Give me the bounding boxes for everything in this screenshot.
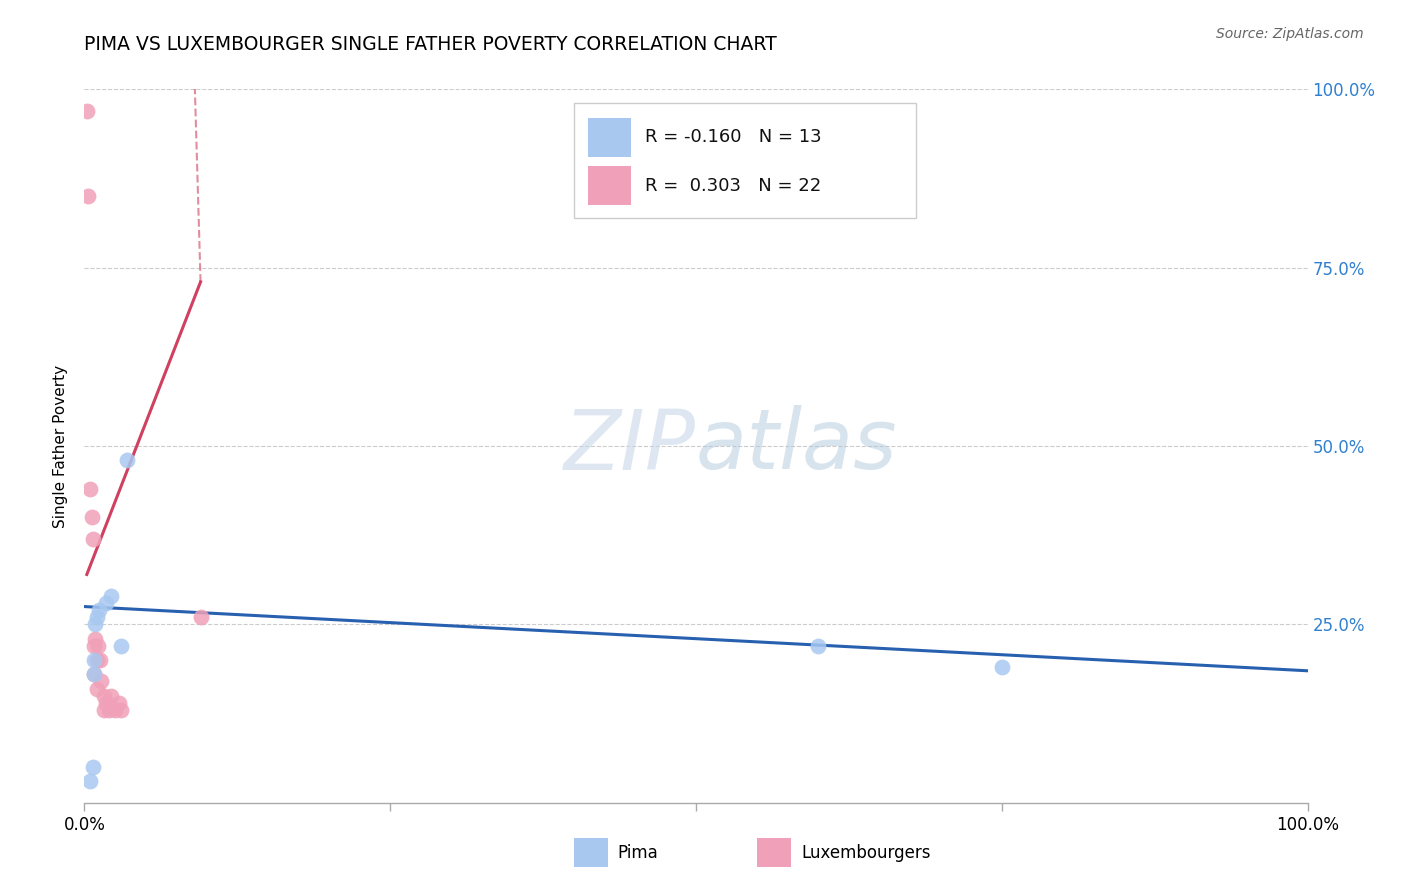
- Text: Source: ZipAtlas.com: Source: ZipAtlas.com: [1216, 27, 1364, 41]
- Point: [83, 639, 105, 653]
- Bar: [588, 166, 631, 205]
- Point: [110, 639, 132, 653]
- Point: [79, 774, 101, 789]
- Point: [76, 103, 98, 118]
- FancyBboxPatch shape: [574, 103, 917, 218]
- Point: [83, 653, 105, 667]
- Point: [84, 632, 107, 646]
- Bar: [574, 838, 607, 867]
- Point: [89, 653, 111, 667]
- Y-axis label: Single Father Poverty: Single Father Poverty: [53, 365, 69, 527]
- Point: [86, 610, 108, 624]
- Point: [96, 696, 118, 710]
- Text: atlas: atlas: [696, 406, 897, 486]
- Point: [97, 703, 120, 717]
- Point: [807, 639, 830, 653]
- Text: R =  0.303   N = 22: R = 0.303 N = 22: [644, 177, 821, 194]
- Point: [87, 603, 110, 617]
- Point: [82, 532, 104, 546]
- Point: [93, 689, 115, 703]
- Text: ZIP: ZIP: [564, 406, 696, 486]
- Point: [83, 667, 105, 681]
- Point: [104, 703, 127, 717]
- Point: [93, 703, 115, 717]
- Bar: [588, 118, 631, 157]
- Text: PIMA VS LUXEMBOURGER SINGLE FATHER POVERTY CORRELATION CHART: PIMA VS LUXEMBOURGER SINGLE FATHER POVER…: [84, 35, 778, 54]
- Point: [86, 653, 108, 667]
- Point: [84, 617, 107, 632]
- Point: [80, 510, 103, 524]
- Point: [115, 453, 138, 467]
- Point: [991, 660, 1014, 674]
- Point: [190, 610, 212, 624]
- Point: [77, 189, 100, 203]
- Point: [100, 589, 122, 603]
- Point: [107, 696, 129, 710]
- Bar: [758, 838, 792, 867]
- Point: [100, 689, 122, 703]
- Point: [96, 596, 118, 610]
- Point: [82, 760, 104, 774]
- Point: [86, 681, 108, 696]
- Text: Pima: Pima: [617, 844, 658, 862]
- Point: [87, 639, 110, 653]
- Point: [110, 703, 132, 717]
- Point: [90, 674, 112, 689]
- Text: R = -0.160   N = 13: R = -0.160 N = 13: [644, 128, 821, 146]
- Point: [79, 482, 101, 496]
- Text: Luxembourgers: Luxembourgers: [801, 844, 931, 862]
- Point: [83, 667, 105, 681]
